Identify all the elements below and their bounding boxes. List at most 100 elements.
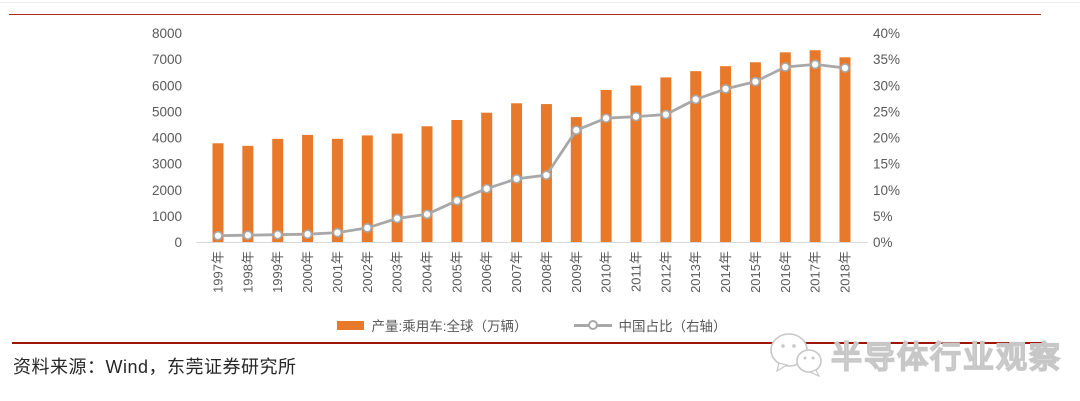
line-series-label: 中国占比（右轴） [618,319,727,334]
svg-text:40%: 40% [873,26,900,41]
svg-text:10%: 10% [873,183,900,198]
svg-text:7000: 7000 [152,52,182,67]
marker-2017 [810,59,820,70]
bar-2000 [302,134,314,242]
y-axis-left-labels: 0 1000 2000 3000 4000 5000 6000 7000 8000 [152,26,182,250]
bar-2014 [720,66,732,243]
bar-2013 [690,71,702,242]
marker-2004 [422,209,432,220]
line-series-dot [587,320,598,330]
svg-text:2000: 2000 [152,183,182,198]
page-top-border [0,2,1080,3]
bar-2007 [511,103,523,242]
svg-text:20%: 20% [873,131,900,146]
marker-2002 [362,223,373,233]
marker-1998 [243,230,253,241]
marker-2014 [720,84,731,94]
legend-item-china-share: 中国占比（右轴） [573,315,727,335]
marker-2003 [392,213,402,224]
bottom-red-rule [12,342,1046,344]
wechat-chat-bubbles-icon [770,333,822,378]
svg-text:5000: 5000 [152,104,182,119]
bar-2017 [809,50,821,242]
watermark-logo: 半导体行业观察 [767,330,1062,378]
bar-1998 [242,145,254,242]
y-axis-right-labels: 0% 5% 10% 15% 20% 25% 30% 35% 40% [873,26,900,250]
x-label-2003: 2003年 [390,251,405,293]
x-label-2005: 2005年 [449,251,464,293]
marker-2009 [571,125,582,136]
x-label-2009: 2009年 [569,251,584,293]
line-markers-group [213,59,850,241]
x-label-2006: 2006年 [479,251,494,293]
svg-text:8000: 8000 [152,26,182,41]
bar-2001 [331,138,343,242]
svg-text:0: 0 [174,235,182,250]
svg-text:6000: 6000 [152,78,182,93]
x-label-2000: 2000年 [300,251,315,293]
bar-series-label: 产量:乘用车:全球（万辆） [371,319,528,334]
x-label-2001: 2001年 [330,251,345,293]
svg-text:4000: 4000 [152,131,182,146]
svg-text:15%: 15% [873,157,900,172]
x-axis-labels: 1997年 1998年 1999年 2000年 2001年 2002年 2003年 2004年… [211,251,853,293]
bar-2002 [361,135,373,242]
svg-text:5%: 5% [873,209,893,224]
marker-2013 [690,94,701,105]
x-label-2007: 2007年 [509,251,524,293]
bar-2012 [660,77,672,242]
svg-text:35%: 35% [873,52,900,67]
bar-2006 [481,112,493,243]
china-share-line [217,63,846,238]
x-label-2015: 2015年 [748,251,763,293]
marker-2001 [332,227,343,238]
bar-series-swatch-icon [337,320,365,330]
x-label-2002: 2002年 [360,251,375,293]
svg-text:3000: 3000 [152,157,182,172]
x-label-2017: 2017年 [808,251,823,293]
legend-item-production: 产量:乘用车:全球（万辆） [337,315,528,335]
x-label-2010: 2010年 [599,251,614,293]
bar-1997 [212,143,224,242]
x-label-2016: 2016年 [778,251,793,293]
bar-2005 [451,120,463,242]
marker-2008 [541,170,552,180]
x-label-1998: 1998年 [240,251,255,293]
top-red-rule [9,14,1041,15]
bar-2003 [391,133,403,242]
marker-2018 [840,63,850,73]
x-label-1999: 1999年 [270,251,285,293]
chart-legend: 产量:乘用车:全球（万辆） 中国占比（右轴） [196,315,868,335]
bar-2018 [839,57,851,242]
svg-text:25%: 25% [873,104,900,119]
x-label-2004: 2004年 [420,251,435,293]
bar-2015 [749,62,761,243]
marker-2007 [511,173,522,184]
line-series-marker-icon [573,320,612,330]
marker-2010 [601,113,611,124]
svg-text:30%: 30% [873,78,900,93]
bar-2010 [600,89,612,242]
source-note: 资料来源：Wind，东莞证券研究所 [13,357,297,377]
bar-2011 [630,85,642,242]
marker-2005 [452,195,462,206]
bar-2016 [779,52,791,242]
marker-2015 [750,76,761,87]
marker-1997 [213,230,223,241]
x-label-1997: 1997年 [211,251,226,293]
x-label-2013: 2013年 [688,251,703,293]
bar-2004 [421,126,433,242]
x-label-2018: 2018年 [838,251,853,293]
bar-1999 [272,138,284,242]
watermark-text: 半导体行业观察 [830,339,1062,375]
marker-2000 [302,229,313,240]
marker-2012 [661,109,671,120]
marker-1999 [272,229,283,240]
marker-2011 [631,111,641,122]
chart-svg: 0 1000 2000 3000 4000 5000 6000 7000 8000 0% 5% 10%… [152,26,900,293]
x-label-2011: 2011年 [629,251,644,292]
bar-2009 [570,117,582,242]
x-label-2012: 2012年 [658,251,673,293]
marker-2006 [481,183,492,194]
svg-text:1000: 1000 [152,209,182,224]
